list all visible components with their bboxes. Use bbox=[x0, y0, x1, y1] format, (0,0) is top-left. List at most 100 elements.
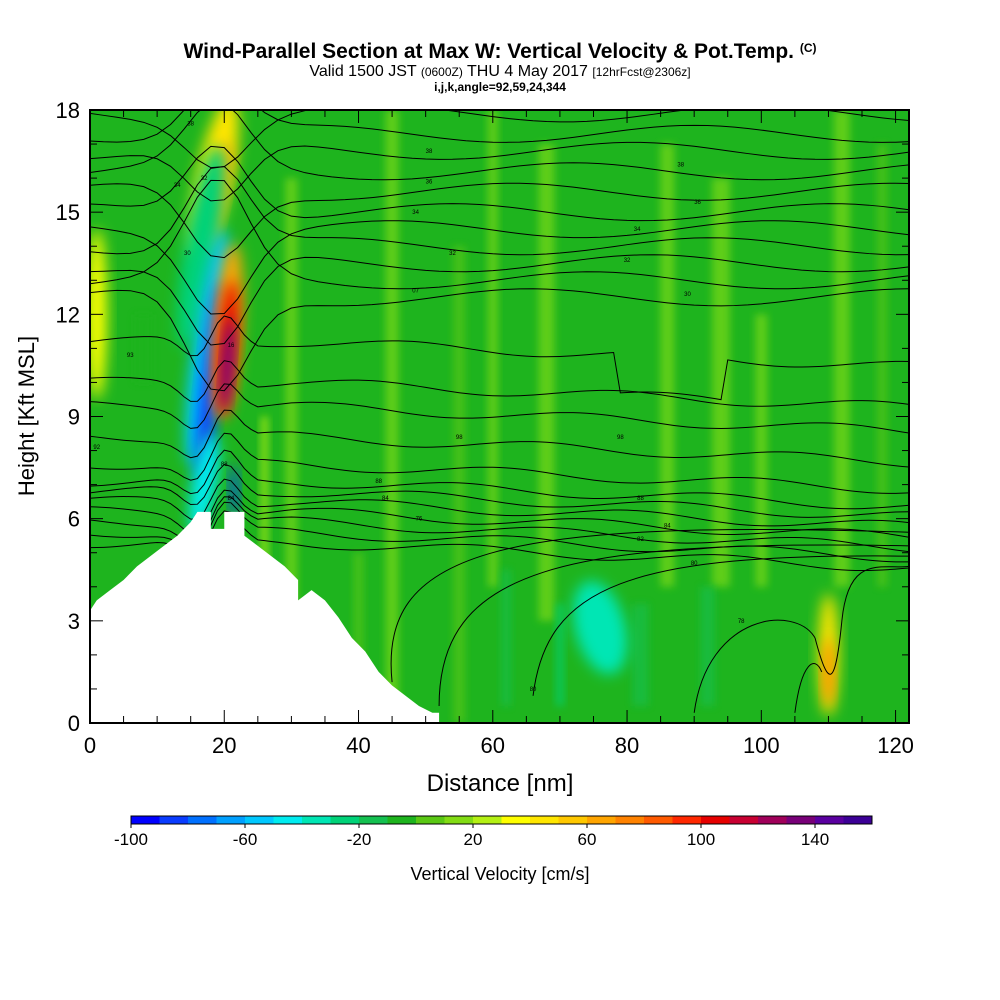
colorbar-swatch bbox=[758, 816, 787, 824]
isentrope-label: 32 bbox=[624, 258, 631, 264]
isentrope-label: 30 bbox=[184, 251, 191, 257]
isentrope-label: 88 bbox=[221, 462, 228, 468]
isentrope-label: 93 bbox=[127, 353, 134, 359]
isentrope-line bbox=[90, 496, 909, 553]
isentrope-label: 84 bbox=[382, 496, 389, 502]
isentrope-label: 34 bbox=[174, 183, 181, 189]
y-tick-label: 15 bbox=[56, 200, 80, 225]
velocity-streak bbox=[501, 569, 512, 706]
colorbar-swatch bbox=[815, 816, 844, 824]
velocity-cell bbox=[230, 464, 239, 519]
isentrope-label: 82 bbox=[637, 537, 644, 543]
x-axis-label: Distance [nm] bbox=[427, 770, 574, 797]
isentrope-label: 92 bbox=[93, 445, 100, 451]
isentrope-line bbox=[90, 166, 909, 256]
isentrope-label: 32 bbox=[449, 251, 456, 257]
isentrope-label: 88 bbox=[637, 496, 644, 502]
chart-subtitle: Valid 1500 JST (0600Z) THU 4 May 2017 [1… bbox=[309, 63, 691, 80]
colorbar-swatch bbox=[273, 816, 303, 824]
isentrope-line bbox=[90, 489, 909, 538]
isentrope-line bbox=[90, 145, 909, 222]
x-tick-label: 100 bbox=[743, 733, 780, 758]
isentrope-label: 38 bbox=[677, 162, 684, 168]
colorbar-swatch bbox=[786, 816, 816, 824]
chart-title: Wind-Parallel Section at Max W: Vertical… bbox=[183, 40, 817, 63]
isentrope-line bbox=[90, 315, 909, 401]
isentrope-label: 38 bbox=[187, 122, 194, 128]
isentrope-contours bbox=[90, 110, 909, 713]
isentrope-line bbox=[90, 510, 909, 572]
isentrope-line bbox=[814, 565, 909, 675]
isentrope-label: 38 bbox=[426, 149, 433, 155]
colorbar-swatch bbox=[701, 816, 730, 824]
colorbar: -100 -60 -20 20 60 100 140 bbox=[114, 815, 873, 849]
chart-indices: i,j,k,angle=92,59,24,344 bbox=[434, 80, 566, 94]
colorbar-tick-label: -60 bbox=[233, 830, 258, 849]
isentrope-label: 78 bbox=[738, 619, 745, 625]
isentrope-line bbox=[90, 220, 909, 315]
isentrope-line bbox=[90, 478, 909, 527]
isentrope-line bbox=[693, 619, 816, 713]
isentrope-label: 80 bbox=[691, 561, 698, 567]
isentrope-line bbox=[532, 555, 909, 696]
colorbar-tick-label: 140 bbox=[801, 830, 829, 849]
colorbar-swatch bbox=[330, 816, 360, 824]
colorbar-tick-label: 60 bbox=[578, 830, 597, 849]
isentrope-label: 34 bbox=[412, 210, 419, 216]
colorbar-swatch bbox=[359, 816, 388, 824]
isentrope-line bbox=[90, 110, 909, 169]
velocity-streak bbox=[877, 144, 888, 587]
x-tick-label: 20 bbox=[212, 733, 236, 758]
isentrope-line bbox=[90, 141, 909, 202]
x-tick-label: 0 bbox=[84, 733, 96, 758]
isentrope-label: 76 bbox=[416, 517, 423, 523]
colorbar-swatch bbox=[387, 816, 417, 824]
velocity-streak bbox=[660, 144, 675, 587]
colorbar-swatch bbox=[159, 816, 189, 824]
y-tick-label: 12 bbox=[56, 302, 80, 327]
x-tick-label: 80 bbox=[615, 733, 639, 758]
isentrope-line bbox=[794, 663, 823, 713]
terrain-mask bbox=[90, 511, 440, 723]
colorbar-tick-label: -100 bbox=[114, 830, 148, 849]
isentrope-line bbox=[438, 544, 909, 706]
isentrope-line bbox=[90, 409, 909, 468]
isentrope-label: 36 bbox=[426, 180, 433, 186]
velocity-cell bbox=[823, 637, 834, 706]
x-tick-label: 120 bbox=[877, 733, 914, 758]
velocity-streak bbox=[134, 314, 153, 383]
isentrope-line bbox=[90, 110, 909, 181]
isentrope-line bbox=[90, 179, 909, 290]
isentrope-label: 88 bbox=[375, 479, 382, 485]
copyright-mark: (C) bbox=[799, 41, 817, 55]
isentrope-line bbox=[90, 182, 909, 259]
isentrope-line bbox=[90, 110, 909, 143]
colorbar-swatch bbox=[558, 816, 588, 824]
isentrope-label: 98 bbox=[617, 435, 624, 441]
isentrope-line bbox=[90, 463, 909, 518]
colorbar-swatch bbox=[843, 816, 873, 824]
isentrope-line bbox=[90, 383, 909, 434]
isentrope-line bbox=[90, 449, 909, 510]
velocity-streak bbox=[712, 178, 731, 587]
velocity-cell bbox=[221, 317, 234, 413]
velocity-streak bbox=[755, 314, 768, 587]
velocity-cell bbox=[177, 145, 225, 347]
velocity-streak bbox=[487, 110, 498, 587]
colorbar-swatch bbox=[245, 816, 274, 824]
isentrope-line bbox=[90, 501, 909, 563]
colorbar-swatch bbox=[672, 816, 702, 824]
y-axis-label: Height [Kft MSL] bbox=[14, 336, 39, 496]
velocity-streak bbox=[632, 603, 649, 706]
velocity-streak bbox=[385, 110, 399, 723]
isentrope-label: 32 bbox=[201, 176, 208, 182]
colorbar-swatch bbox=[444, 816, 474, 824]
colorbar-swatch bbox=[729, 816, 759, 824]
isentrope-label: 80 bbox=[530, 687, 537, 693]
velocity-streak bbox=[833, 110, 850, 587]
x-tick-label: 40 bbox=[346, 733, 370, 758]
velocity-streak bbox=[353, 552, 364, 672]
colorbar-swatch bbox=[302, 816, 331, 824]
